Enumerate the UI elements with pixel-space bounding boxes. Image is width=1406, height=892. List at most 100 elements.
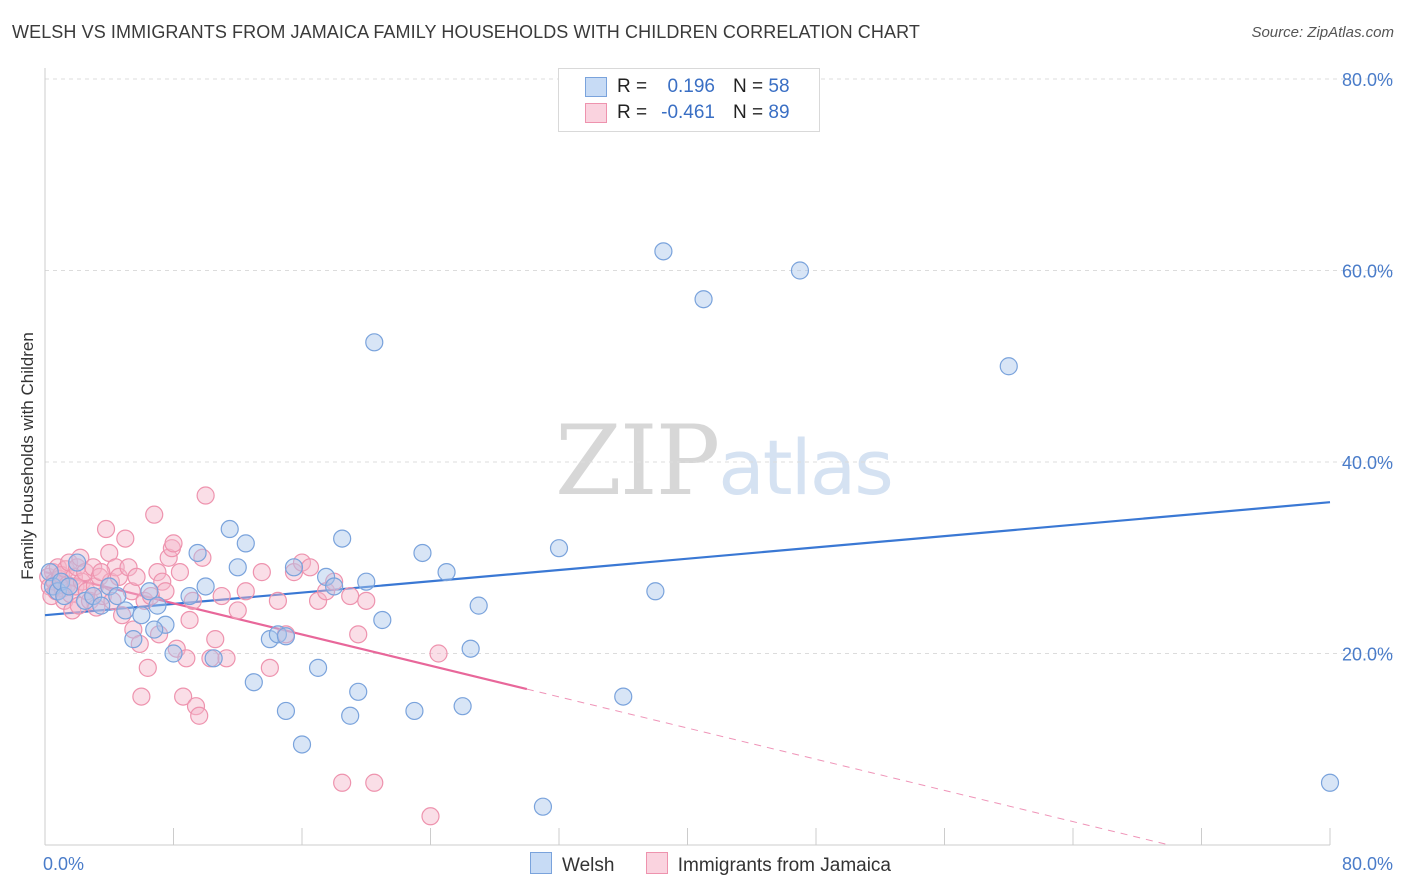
jamaica-point [92, 563, 111, 582]
jamaica-point [365, 773, 384, 792]
chart-title: WELSH VS IMMIGRANTS FROM JAMAICA FAMILY … [12, 22, 920, 42]
jamaica-point [180, 610, 199, 630]
welsh-point [694, 290, 713, 309]
jamaica-point [357, 591, 376, 610]
welsh-point [228, 558, 247, 577]
jamaica-point [164, 534, 183, 553]
jamaica-point [127, 567, 146, 587]
welsh-point [333, 529, 352, 548]
legend-item-welsh[interactable]: Welsh [530, 852, 614, 877]
welsh-point [276, 627, 296, 646]
jamaica-point [300, 558, 320, 577]
welsh-point [413, 543, 432, 563]
legend-row-jamaica: R = -0.461 N = 89 [585, 102, 790, 126]
welsh-legend-label: Welsh [562, 855, 615, 876]
welsh-trend-line [44, 501, 1331, 617]
legend-item-jamaica[interactable]: Immigrants from Jamaica [645, 852, 892, 877]
jamaica-point [96, 519, 116, 539]
welsh-point [148, 596, 167, 615]
welsh-point [325, 577, 344, 596]
welsh-point [124, 630, 143, 649]
jamaica-point [109, 567, 128, 587]
jamaica-point [145, 505, 164, 524]
welsh-point [284, 558, 304, 577]
welsh-point [549, 539, 569, 558]
jamaica-point [138, 658, 157, 677]
r-label: R = [617, 102, 648, 123]
jamaica-point [421, 807, 440, 826]
jamaica-point [212, 586, 231, 606]
welsh-point [145, 620, 164, 639]
jamaica-point [186, 697, 206, 716]
welsh-point [220, 519, 239, 539]
stats-legend: R = 0.196 N = 58 R = -0.461 N = 89 [558, 68, 820, 132]
welsh-point [292, 735, 312, 754]
data-points [39, 242, 1340, 826]
series-legend: Welsh Immigrants from Jamaica [530, 852, 917, 877]
y-tick-label: 80.0% [1342, 70, 1393, 90]
welsh-point [188, 543, 207, 563]
x-tick-label-min: 0.0% [43, 854, 84, 874]
welsh-point [654, 242, 673, 261]
jamaica-point [122, 582, 141, 601]
welsh-point [55, 586, 74, 606]
jamaica-trend-extension [526, 688, 1170, 846]
welsh-point [68, 553, 87, 572]
y-tick-label: 60.0% [1342, 262, 1393, 282]
welsh-point [614, 687, 633, 706]
welsh-point [92, 596, 111, 615]
welsh-point [533, 797, 553, 816]
jamaica-point [252, 563, 271, 582]
jamaica-r-value: -0.461 [661, 102, 715, 123]
jamaica-point [217, 649, 236, 668]
jamaica-point [153, 572, 172, 591]
welsh-point [341, 706, 360, 725]
welsh-point [373, 610, 392, 630]
welsh-point [357, 572, 376, 591]
welsh-point [132, 606, 151, 625]
axes [44, 68, 1331, 846]
y-tick-label: 20.0% [1342, 645, 1393, 665]
welsh-point [405, 701, 424, 721]
welsh-swatch [585, 76, 607, 97]
welsh-point [999, 357, 1018, 376]
jamaica-point [159, 548, 178, 567]
welsh-point [59, 577, 79, 596]
r-label: R = [617, 76, 648, 97]
welsh-point [646, 582, 665, 601]
jamaica-point [190, 706, 209, 725]
jamaica-point [116, 529, 135, 548]
welsh-point [236, 534, 255, 553]
welsh-point [140, 582, 159, 601]
welsh-n-value: 58 [768, 76, 790, 97]
n-label: N = [733, 76, 764, 97]
gridlines [45, 78, 1395, 654]
jamaica-point [206, 630, 225, 649]
jamaica-legend-label: Immigrants from Jamaica [677, 855, 892, 876]
n-label: N = [733, 102, 764, 123]
jamaica-swatch [585, 102, 607, 123]
jamaica-point [260, 658, 279, 677]
welsh-point [108, 586, 127, 606]
jamaica-n-value: 89 [768, 102, 790, 123]
watermark: ZIPatlas [555, 405, 894, 517]
welsh-point [365, 333, 384, 352]
jamaica-legend-swatch [645, 852, 668, 874]
welsh-point [204, 649, 223, 668]
welsh-point [469, 596, 488, 615]
jamaica-point [268, 591, 288, 610]
welsh-point [1320, 773, 1340, 792]
axis-labels: 20.0% 40.0% 60.0% 80.0% 0.0% 80.0% [43, 70, 1393, 874]
y-axis-title: Family Households with Children [18, 332, 37, 580]
jamaica-point [170, 563, 190, 582]
welsh-point [453, 697, 472, 716]
welsh-point [437, 563, 456, 582]
legend-row-welsh: R = 0.196 N = 58 [585, 76, 790, 100]
y-tick-label: 40.0% [1342, 453, 1393, 473]
watermark-zip: ZIP [555, 405, 720, 517]
welsh-r-value: 0.196 [667, 76, 715, 97]
jamaica-point [106, 558, 125, 577]
jamaica-point [132, 687, 151, 706]
welsh-legend-swatch [530, 852, 552, 874]
jamaica-point [228, 601, 247, 620]
